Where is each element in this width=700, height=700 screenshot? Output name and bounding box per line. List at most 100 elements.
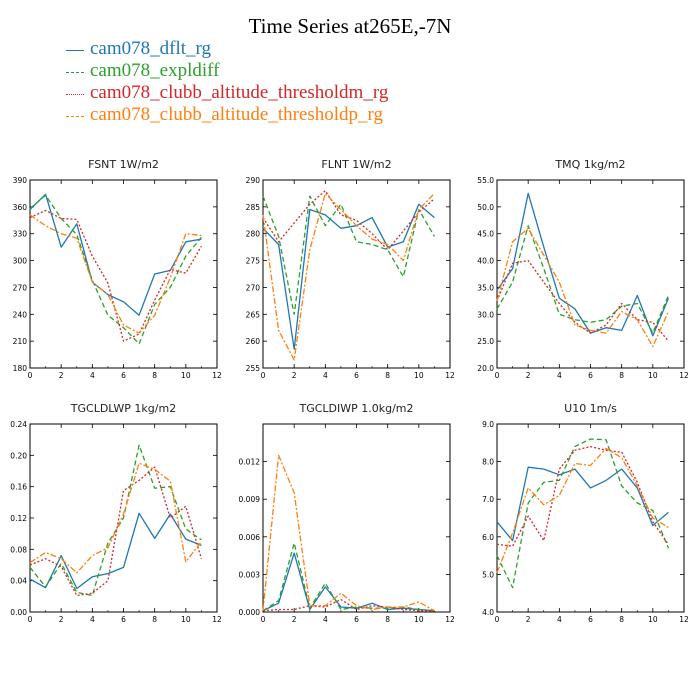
legend-label-expldiff: cam078_expldiff [90,60,220,81]
x-tick-label: 12 [679,371,689,380]
x-tick-label: 10 [648,371,658,380]
series-line-2 [496,259,669,342]
x-tick-label: 8 [152,371,157,380]
x-tick-label: 6 [121,615,126,624]
x-tick-label: 8 [619,371,624,380]
y-tick-label: 8.0 [482,458,494,467]
x-tick-label: 8 [152,615,157,624]
y-tick-label: 260 [246,337,261,346]
y-tick-label: 4.0 [482,608,494,617]
y-tick-label: 35.0 [477,283,494,292]
y-tick-label: 270 [13,283,28,292]
x-tick-label: 6 [121,371,126,380]
x-tick-label: 12 [212,371,222,380]
x-tick-label: 0 [495,615,500,624]
x-tick-label: 10 [181,615,191,624]
y-tick-label: 270 [246,283,261,292]
y-tick-label: 20.0 [477,364,494,373]
y-tick-label: 360 [13,203,28,212]
y-tick-label: 45.0 [477,230,494,239]
series-line-0 [29,512,202,590]
y-tick-label: 265 [246,310,261,319]
panel-title: FSNT 1W/m2 [88,158,159,171]
legend-label-thresholdm: cam078_clubb_altitude_thresholdm_rg [90,82,389,103]
x-tick-label: 6 [354,615,359,624]
y-tick-label: 290 [246,176,261,185]
y-tick-label: 240 [13,310,28,319]
series-line-2 [29,466,203,597]
y-tick-label: 0.20 [10,451,27,460]
y-tick-label: 0.24 [10,420,27,429]
chart-panel: TMQ 1kg/m2 0 2 4 6 8 10 12 20.0 25.0 30.0 35.0 40.0 4… [477,158,689,380]
x-tick-label: 2 [292,371,297,380]
x-tick-label: 0 [28,615,33,624]
legend-label-dflt: cam078_dflt_rg [90,38,212,59]
y-tick-label: 0.08 [10,545,27,554]
chart-panel: FLNT 1W/m2 0 2 4 6 8 10 12 255 260 265 270 275 280 285… [246,158,455,380]
y-tick-label: 55.0 [477,176,494,185]
plot-frame [262,179,451,369]
chart-panel: U10 1m/s 0 2 4 6 8 10 12 4.0 5.0 6.0 7.0 8.0 9.0 [482,402,689,624]
x-tick-label: 6 [588,615,593,624]
legend-line-dflt [66,50,84,51]
legend-line-thresholdp [66,116,84,117]
x-tick-label: 4 [557,615,562,624]
chart-panel: TGCLDIWP 1.0kg/m2 0 2 4 6 8 10 12 0.000 0.003 0.00… [239,402,455,624]
x-tick-label: 4 [557,371,562,380]
series-line-3 [262,192,435,361]
series-line-3 [29,214,202,334]
series-line-1 [262,542,435,612]
y-tick-label: 280 [246,230,261,239]
x-tick-label: 10 [181,371,191,380]
x-tick-label: 8 [385,615,390,624]
y-tick-label: 0.04 [10,577,27,586]
panel-title: FLNT 1W/m2 [321,158,391,171]
chart-panel: TGCLDLWP 1kg/m2 0 2 4 6 8 10 12 0.00 0.04 0.08 0.12… [10,402,222,624]
x-tick-label: 4 [90,615,95,624]
series-line-2 [262,598,435,612]
legend-line-expldiff [66,72,84,73]
x-tick-label: 0 [261,615,266,624]
y-tick-label: 180 [13,364,28,373]
y-tick-label: 275 [246,257,261,266]
y-tick-label: 390 [13,176,28,185]
y-tick-label: 0.009 [239,495,261,504]
x-tick-label: 2 [59,371,64,380]
y-tick-label: 0.000 [239,608,261,617]
panel-title: TMQ 1kg/m2 [554,158,625,171]
y-tick-label: 285 [246,203,261,212]
y-tick-label: 330 [13,230,28,239]
x-tick-label: 8 [385,371,390,380]
series-line-3 [496,227,669,348]
series-line-2 [496,445,669,547]
y-tick-label: 0.16 [10,483,27,492]
y-tick-label: 30.0 [477,310,494,319]
x-tick-label: 6 [588,371,593,380]
series-line-0 [262,552,435,612]
y-tick-label: 7.0 [482,495,494,504]
figure-title: Time Series at265E,-7N [248,14,452,38]
y-tick-label: 255 [246,364,261,373]
series-line-0 [262,203,435,350]
x-tick-label: 4 [323,615,328,624]
series-line-0 [496,466,669,542]
series-line-3 [29,462,202,574]
y-tick-label: 0.012 [239,458,261,467]
x-tick-label: 4 [323,371,328,380]
x-tick-label: 6 [354,371,359,380]
series-line-1 [29,444,202,597]
x-tick-label: 8 [619,615,624,624]
chart-panel: FSNT 1W/m2 0 2 4 6 8 10 12 180 210 240 270 300 330 360… [13,158,222,380]
series-line-3 [262,454,435,612]
x-tick-label: 12 [212,615,222,624]
series-line-3 [496,447,669,573]
x-tick-label: 2 [526,615,531,624]
y-tick-label: 0.12 [10,514,27,523]
series-line-1 [29,194,202,345]
y-tick-label: 50.0 [477,203,494,212]
x-tick-label: 10 [648,615,658,624]
y-tick-label: 0.006 [239,533,261,542]
y-tick-label: 0.00 [10,608,27,617]
y-tick-label: 300 [13,257,28,266]
